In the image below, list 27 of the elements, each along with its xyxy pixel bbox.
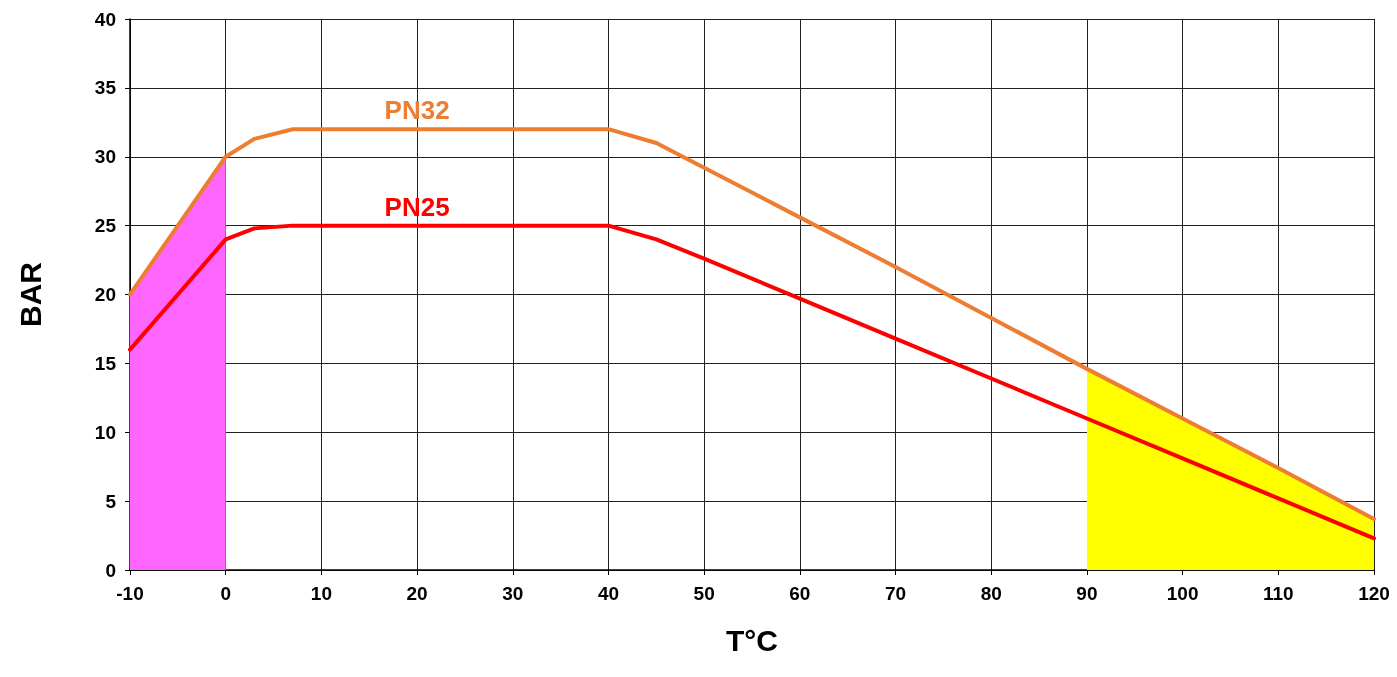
x-tick-label: 60 [789, 583, 811, 604]
x-tick-label: 100 [1166, 583, 1199, 604]
line-series [128, 223, 1376, 541]
x-tick-label: 40 [597, 583, 620, 604]
y-tick-label: 25 [94, 215, 117, 237]
y-tick-label: 40 [94, 8, 116, 30]
x-tick-label: 10 [310, 583, 332, 604]
x-tick-label: 0 [220, 583, 231, 604]
x-tick-label: -10 [116, 583, 144, 604]
y-axis-title: BAR [13, 261, 47, 327]
y-tick-label: 30 [94, 146, 116, 168]
y-tick-label: 5 [105, 490, 117, 512]
y-tick-label: 0 [105, 559, 116, 581]
line-series [128, 127, 1376, 522]
x-tick-label: 90 [1076, 583, 1098, 604]
x-tick-label: 80 [980, 583, 1002, 604]
y-tick-label: 15 [94, 352, 117, 374]
x-axis-title: T°C [726, 623, 778, 657]
x-tick-label: 110 [1262, 583, 1294, 604]
x-tick-label: 20 [406, 583, 428, 604]
y-tick-label: 10 [94, 421, 116, 443]
y-tick-label: 20 [94, 284, 116, 305]
y-tick-label: 35 [94, 77, 117, 99]
x-tick-label: 120 [1358, 583, 1390, 604]
x-tick-label: 30 [502, 583, 524, 604]
x-tick-label: 50 [693, 583, 715, 604]
x-tick-label: 70 [884, 583, 907, 604]
